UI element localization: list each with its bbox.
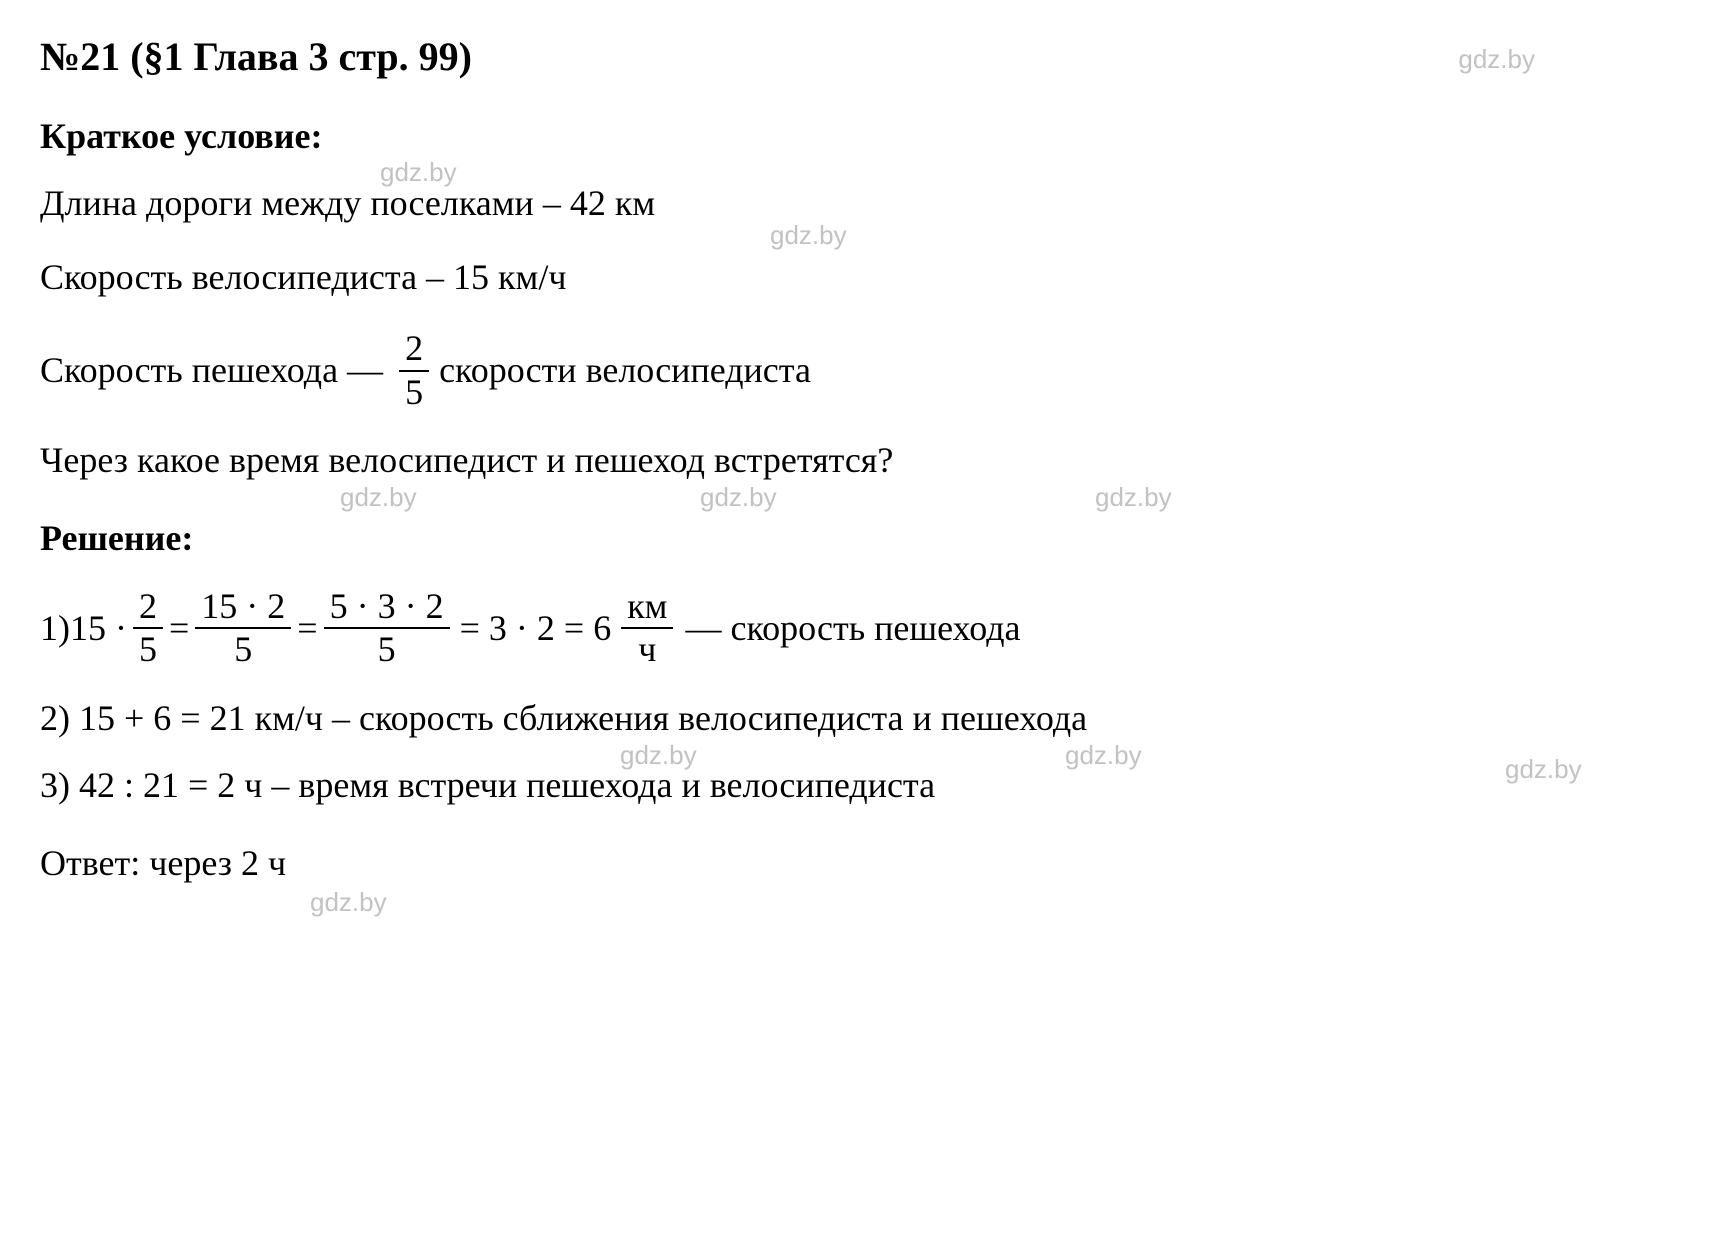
- watermark-text: gdz.by: [1458, 42, 1535, 77]
- conditions-heading: Краткое условие:: [40, 112, 1695, 161]
- fraction-denominator: 5: [195, 629, 291, 670]
- fraction-numerator: 15 · 2: [195, 586, 291, 629]
- sol1-fraction-1: 2 5: [133, 586, 163, 671]
- fraction-numerator: 2: [133, 586, 163, 629]
- condition-3-fraction: 2 5: [399, 328, 429, 413]
- page-root: №21 (§1 Глава 3 стр. 99) gdz.by Краткое …: [0, 0, 1735, 1233]
- title-row: №21 (§1 Глава 3 стр. 99) gdz.by: [40, 30, 1695, 84]
- watermark-text: gdz.by: [700, 480, 777, 515]
- sol1-fraction-2: 15 · 2 5: [195, 586, 291, 671]
- fraction-denominator: 5: [324, 629, 450, 670]
- sol1-fraction-3: 5 · 3 · 2 5: [324, 586, 450, 671]
- watermark-text: gdz.by: [310, 885, 387, 920]
- watermark-text: gdz.by: [340, 480, 417, 515]
- condition-2: Скорость велосипедиста – 15 км/ч: [40, 253, 1695, 302]
- solution-step-3: 3) 42 : 21 = 2 ч – время встречи пешеход…: [40, 761, 1695, 810]
- condition-4: Через какое время велосипедист и пешеход…: [40, 436, 1695, 485]
- solution-step-1: 1)15 · 2 5 = 15 · 2 5 = 5 · 3 · 2 5 = 3 …: [40, 581, 1695, 676]
- sol1-post: — скорость пешехода: [685, 604, 1020, 653]
- fraction-numerator: 2: [399, 328, 429, 371]
- sol1-mid: = 3 · 2 = 6: [460, 604, 612, 653]
- fraction-denominator: 5: [399, 372, 429, 413]
- solution-heading: Решение:: [40, 514, 1695, 563]
- condition-3: Скорость пешехода — 2 5 скорости велосип…: [40, 328, 1695, 414]
- condition-3-post: скорости велосипедиста: [439, 346, 811, 395]
- answer-line: Ответ: через 2 ч: [40, 839, 1695, 888]
- sol1-pre: 1)15 ·: [40, 604, 127, 653]
- sol1-unit-fraction: км ч: [621, 586, 673, 671]
- fraction-denominator: ч: [621, 629, 673, 670]
- equals-sign: =: [297, 604, 317, 653]
- condition-1: Длина дороги между поселками – 42 км: [40, 179, 1695, 228]
- fraction-numerator: км: [621, 586, 673, 629]
- fraction-denominator: 5: [133, 629, 163, 670]
- condition-3-pre: Скорость пешехода —: [40, 346, 383, 395]
- problem-title: №21 (§1 Глава 3 стр. 99): [40, 30, 472, 84]
- solution-step-2: 2) 15 + 6 = 21 км/ч – скорость сближения…: [40, 694, 1695, 743]
- fraction-numerator: 5 · 3 · 2: [324, 586, 450, 629]
- watermark-text: gdz.by: [1095, 480, 1172, 515]
- equals-sign: =: [169, 604, 189, 653]
